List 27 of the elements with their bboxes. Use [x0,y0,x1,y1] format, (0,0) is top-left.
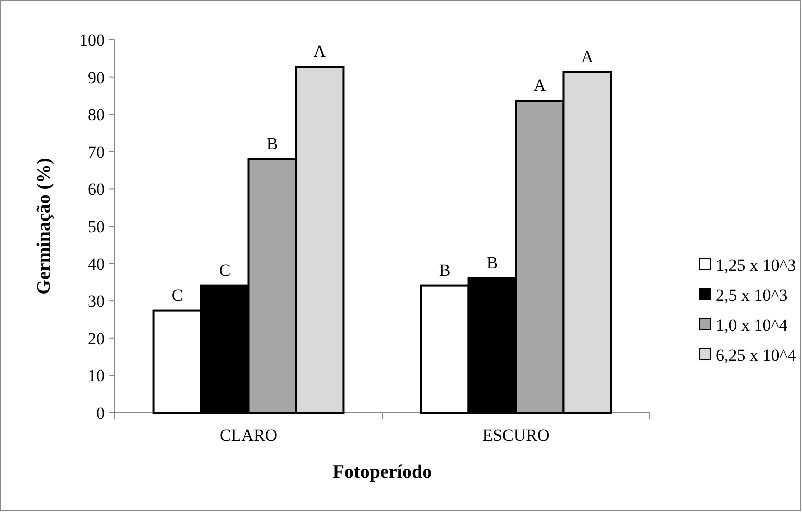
x-axis-title: Fotoperíodo [332,462,432,483]
legend-label: 1,25 x 10^3 [716,256,796,275]
data-label: C [219,260,231,280]
x-tick-label: ESCURO [482,426,550,445]
data-label: A [534,76,547,96]
y-tick-label: 40 [88,254,105,274]
y-tick-label: 20 [88,329,105,348]
data-label: B [439,260,451,280]
legend-label: 1,0 x 10^4 [716,316,788,335]
y-tick-label: 80 [88,106,105,125]
y-tick-label: 90 [88,68,105,88]
data-label: B [486,253,498,272]
y-axis-title: Germinação (%) [34,158,55,295]
y-tick-label: 100 [80,30,105,50]
data-label: B [266,134,278,154]
legend-label: 2,5 x 10^3 [716,286,788,305]
data-label: Λ [314,42,327,62]
y-tick-label: 30 [88,292,105,312]
data-label: A [581,47,594,66]
y-tick-label: 70 [88,142,105,162]
x-tick-label: CLARO [220,426,278,445]
data-label: C [172,286,184,305]
y-tick-label: 10 [88,366,105,386]
y-tick-label: 60 [88,180,105,200]
y-tick-label: 0 [96,404,105,423]
legend-label: 6,25 x 10^4 [716,346,797,365]
y-tick-label: 50 [88,217,105,236]
